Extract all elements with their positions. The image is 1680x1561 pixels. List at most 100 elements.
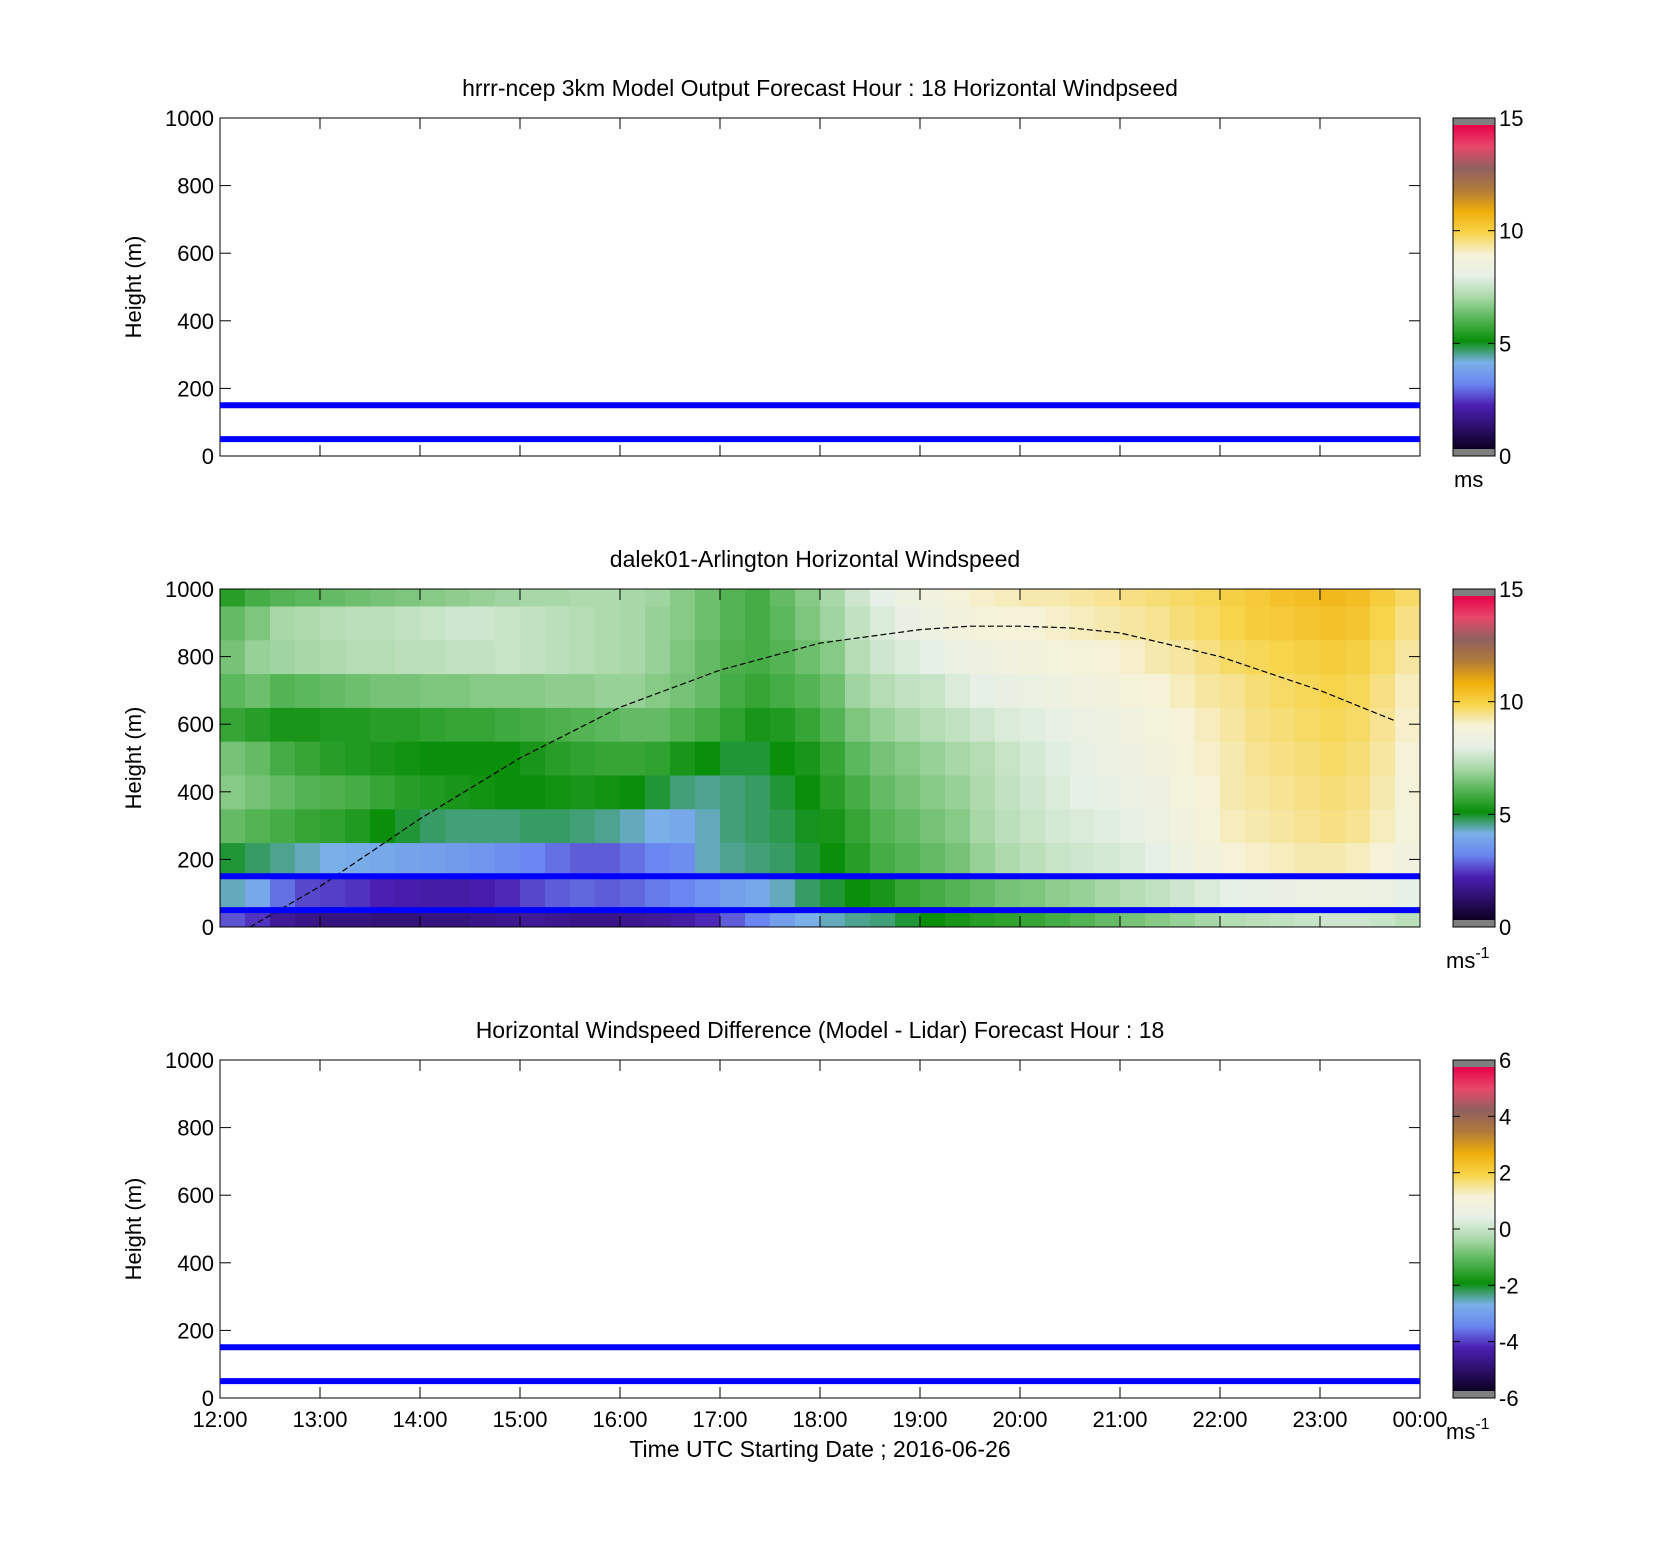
y-tick-label: 200 — [177, 376, 214, 401]
heatmap-cell — [1020, 842, 1046, 877]
heatmap-cell — [1370, 639, 1396, 675]
heatmap-cell — [1120, 808, 1146, 844]
panel3-unit-exp: -1 — [1475, 1416, 1489, 1433]
heatmap-cell — [645, 673, 671, 708]
heatmap-cell — [445, 673, 471, 708]
heatmap-cell — [470, 808, 496, 844]
heatmap-cell — [370, 808, 396, 844]
x-tick-label: 18:00 — [792, 1407, 847, 1432]
heatmap-cell — [545, 774, 571, 810]
heatmap-cell — [595, 741, 621, 776]
heatmap-cell — [320, 741, 346, 776]
heatmap-cell — [1245, 842, 1271, 877]
heatmap-cell — [820, 774, 846, 810]
heatmap-cell — [1245, 876, 1271, 911]
heatmap-cell — [520, 774, 546, 810]
heatmap-cell — [1195, 673, 1221, 708]
heatmap-cell — [1020, 605, 1046, 641]
heatmap-cell — [1345, 774, 1371, 810]
heatmap-cell — [545, 876, 571, 911]
heatmap-cell — [595, 589, 621, 607]
heatmap-cell — [920, 589, 946, 607]
heatmap-cell — [1220, 605, 1246, 641]
heatmap-cell — [1070, 589, 1096, 607]
colorbar-under — [1453, 449, 1495, 456]
heatmap-cell — [845, 673, 871, 708]
heatmap-cell — [1045, 639, 1071, 675]
colorbar-tick-label: -6 — [1499, 1386, 1519, 1411]
heatmap-cell — [845, 808, 871, 844]
heatmap-cell — [1295, 639, 1321, 675]
heatmap-cell — [295, 910, 321, 927]
heatmap-cell — [595, 605, 621, 641]
heatmap-cell — [620, 910, 646, 927]
heatmap-cell — [445, 774, 471, 810]
heatmap-cell — [1320, 639, 1346, 675]
heatmap-cell — [495, 673, 521, 708]
heatmap-cell — [795, 910, 821, 927]
heatmap-cell — [545, 639, 571, 675]
heatmap-cell — [320, 876, 346, 911]
colorbar-over — [1453, 1060, 1495, 1067]
heatmap-cell — [795, 707, 821, 742]
panel-lidar: dalek01-Arlington Horizontal Windspeed 0… — [121, 546, 1523, 973]
heatmap-cell — [220, 589, 246, 607]
heatmap-cell — [1245, 673, 1271, 708]
heatmap-cell — [570, 673, 596, 708]
heatmap-cell — [870, 910, 896, 927]
panel2-colorbar: 0 5 10 15 — [1452, 577, 1523, 940]
heatmap-cell — [520, 808, 546, 844]
y-tick-label: 600 — [177, 241, 214, 266]
heatmap-cell — [870, 876, 896, 911]
heatmap-cell — [445, 842, 471, 877]
x-tick-label: 16:00 — [592, 1407, 647, 1432]
heatmap-cell — [420, 808, 446, 844]
heatmap-cell — [520, 639, 546, 675]
heatmap-cell — [1120, 605, 1146, 641]
heatmap-cell — [745, 639, 771, 675]
heatmap-cell — [970, 589, 996, 607]
heatmap-cell — [945, 673, 971, 708]
heatmap-cell — [645, 605, 671, 641]
heatmap-cell — [495, 910, 521, 927]
panel1-unit-text: ms — [1454, 467, 1483, 492]
y-tick-label: 1000 — [165, 1048, 214, 1073]
heatmap-cell — [395, 876, 421, 911]
heatmap-cell — [920, 842, 946, 877]
heatmap-cell — [545, 707, 571, 742]
heatmap-cell — [1370, 808, 1396, 844]
heatmap-cell — [420, 673, 446, 708]
heatmap-cell — [1395, 741, 1420, 776]
heatmap-cell — [1395, 605, 1420, 641]
panel1-ylabel: Height (m) — [121, 236, 146, 339]
panel2-unit-text: ms — [1446, 948, 1475, 973]
heatmap-cell — [1170, 876, 1196, 911]
heatmap-cell — [570, 639, 596, 675]
heatmap-cell — [1320, 808, 1346, 844]
heatmap-cell — [895, 639, 921, 675]
heatmap-cell — [795, 876, 821, 911]
heatmap-cell — [1295, 808, 1321, 844]
y-tick-label: 400 — [177, 780, 214, 805]
heatmap-cell — [245, 774, 271, 810]
panel3-colorbar: -6 -4 -2 0 2 4 6 — [1452, 1048, 1519, 1411]
heatmap-cell — [1095, 741, 1121, 776]
heatmap-cell — [295, 741, 321, 776]
heatmap-cell — [520, 876, 546, 911]
heatmap-cell — [645, 910, 671, 927]
heatmap-cell — [1370, 589, 1396, 607]
heatmap-cell — [920, 741, 946, 776]
heatmap-cell — [745, 910, 771, 927]
heatmap-cell — [1295, 673, 1321, 708]
heatmap-cell — [1295, 605, 1321, 641]
heatmap-cell — [920, 910, 946, 927]
heatmap-cell — [295, 707, 321, 742]
y-tick-label: 1000 — [165, 106, 214, 131]
heatmap-cell — [645, 741, 671, 776]
heatmap-cell — [595, 673, 621, 708]
heatmap-cell — [670, 673, 696, 708]
heatmap-cell — [220, 876, 246, 911]
heatmap-cell — [570, 808, 596, 844]
heatmap-cell — [420, 639, 446, 675]
